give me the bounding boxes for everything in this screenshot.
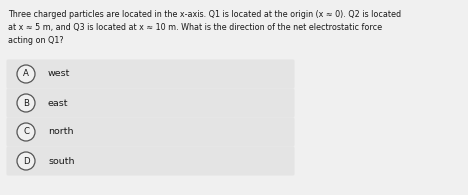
FancyBboxPatch shape — [7, 59, 294, 89]
Text: south: south — [48, 157, 74, 166]
Text: Three charged particles are located in the x-axis. Q1 is located at the origin (: Three charged particles are located in t… — [8, 10, 401, 19]
Text: at x ≈ 5 m, and Q3 is located at x ≈ 10 m. What is the direction of the net elec: at x ≈ 5 m, and Q3 is located at x ≈ 10 … — [8, 23, 382, 32]
Text: east: east — [48, 98, 68, 107]
FancyBboxPatch shape — [7, 146, 294, 176]
Circle shape — [17, 94, 35, 112]
Text: D: D — [22, 157, 29, 166]
Circle shape — [17, 152, 35, 170]
Circle shape — [17, 65, 35, 83]
Text: A: A — [23, 69, 29, 79]
FancyBboxPatch shape — [7, 89, 294, 118]
FancyBboxPatch shape — [7, 118, 294, 146]
Text: B: B — [23, 98, 29, 107]
Text: north: north — [48, 128, 73, 136]
Text: west: west — [48, 69, 70, 79]
Text: C: C — [23, 128, 29, 136]
Circle shape — [17, 123, 35, 141]
Text: acting on Q1?: acting on Q1? — [8, 36, 64, 45]
